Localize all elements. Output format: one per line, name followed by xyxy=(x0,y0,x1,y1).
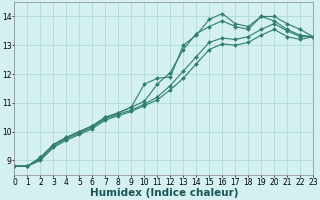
X-axis label: Humidex (Indice chaleur): Humidex (Indice chaleur) xyxy=(90,188,238,198)
